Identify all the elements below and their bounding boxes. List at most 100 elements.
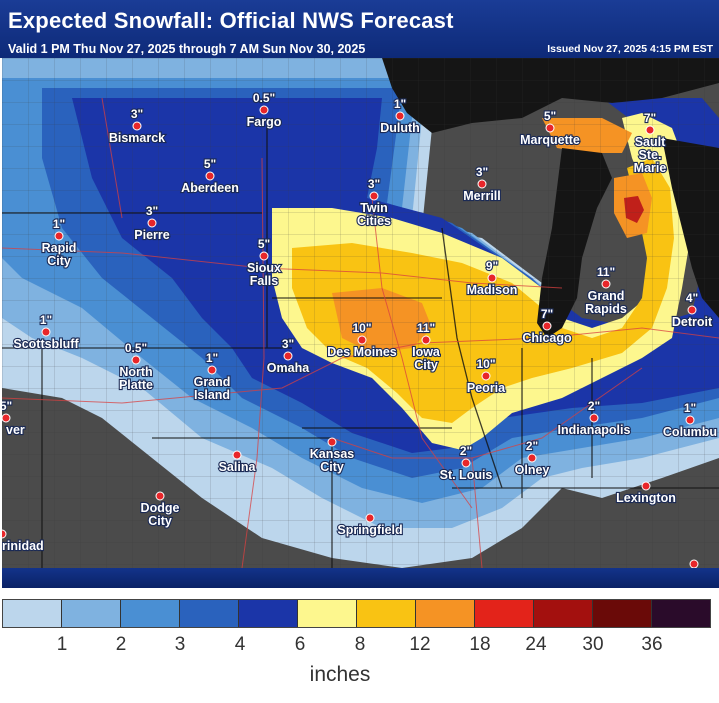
snowfall-map: 3" Bismarck 0.5" Fargo 1" Duluth 5" Marquette 7"… (2, 58, 719, 568)
city-name-label: Duluth (380, 121, 420, 135)
legend-swatch (593, 600, 652, 627)
legend-tick: 24 (525, 634, 547, 655)
city-name-label: Sault (635, 135, 666, 149)
city-name-label: Sioux (247, 261, 281, 275)
map-title: Expected Snowfall: Official NWS Forecast (8, 8, 454, 33)
city-marker (641, 481, 651, 491)
legend-units: inches (309, 663, 371, 686)
snow-amount-label: 5" (258, 237, 270, 251)
city-marker (207, 365, 217, 375)
snow-amount-label: 11" (597, 265, 615, 279)
legend-tick: 3 (174, 634, 186, 655)
snow-amount-label: 7" (541, 307, 553, 321)
city-name-label: Olney (515, 463, 550, 477)
city-name-label: Platte (119, 378, 153, 392)
map-footer-bar (2, 568, 719, 588)
city-marker (395, 111, 405, 121)
city-marker (527, 453, 537, 463)
legend-swatch (652, 600, 710, 627)
city-name-label: Des Moines (327, 345, 397, 359)
city-name-label: City (148, 514, 172, 528)
snow-amount-label: 9" (486, 259, 498, 273)
city-name-label: rinidad (2, 539, 44, 553)
city-name-label: Columbu (663, 425, 717, 439)
snow-amount-label: 2" (526, 439, 538, 453)
city-name-label: Madison (467, 283, 518, 297)
city-name-label: Falls (250, 274, 279, 288)
city-name-label: Twin (360, 201, 388, 215)
city-name-label: Merrill (463, 189, 501, 203)
city-marker (685, 415, 695, 425)
snow-amount-label: 5" (2, 399, 12, 413)
city-marker (2, 413, 11, 423)
snow-amount-label: 1" (684, 401, 696, 415)
city-name-label: Cities (357, 214, 391, 228)
city-marker (589, 413, 599, 423)
legend-tick: 4 (234, 634, 246, 655)
snow-amount-label: 3" (146, 204, 158, 218)
city-marker (365, 513, 375, 523)
city-name-label: Scottsbluff (13, 337, 79, 351)
legend-swatch (121, 600, 180, 627)
city-marker (369, 191, 379, 201)
city-name-label: North (119, 365, 152, 379)
city-marker (131, 355, 141, 365)
city-name-label: Pierre (134, 228, 169, 242)
snow-amount-label: 2" (588, 399, 600, 413)
legend-swatch (180, 600, 239, 627)
city-marker (259, 251, 269, 261)
city-name-label: City (320, 460, 344, 474)
snow-amount-label: 3" (476, 165, 488, 179)
title-bar: Expected Snowfall: Official NWS Forecast… (0, 0, 719, 58)
city-marker (2, 529, 7, 539)
city-marker (481, 371, 491, 381)
city-name-label: Dodge (141, 501, 180, 515)
city-marker (487, 273, 497, 283)
city-name-label: Fargo (247, 115, 282, 129)
city-name-label: Rapids (585, 302, 627, 316)
city-marker (357, 335, 367, 345)
city-marker (601, 279, 611, 289)
city-marker (132, 121, 142, 131)
city-marker (41, 327, 51, 337)
city-marker (645, 125, 655, 135)
legend-tick: 18 (469, 634, 491, 655)
city-name-label: City (47, 254, 71, 268)
city-name-label: City (414, 358, 438, 372)
legend-tick: 36 (641, 634, 663, 655)
snow-amount-label: 1" (206, 351, 218, 365)
city-name-label: Indianapolis (558, 423, 631, 437)
city-name-label: Marquette (520, 133, 580, 147)
snow-amount-label: 3" (368, 177, 380, 191)
legend-tick: 1 (56, 634, 68, 655)
legend-tick: 6 (294, 634, 306, 655)
city-name-label: Island (194, 388, 230, 402)
city-marker (259, 105, 269, 115)
city-name-label: Chicago (522, 331, 572, 345)
city-name-label: Grand (588, 289, 625, 303)
snow-amount-label: 5" (544, 109, 556, 123)
city-marker (542, 321, 552, 331)
city-name-label: Salina (219, 460, 257, 474)
snow-amount-label: 1" (394, 97, 406, 111)
city-marker (147, 218, 157, 228)
city-name-label: Bismarck (109, 131, 165, 145)
city-marker (232, 450, 242, 460)
snow-amount-label: 0.5" (253, 91, 275, 105)
city-marker (545, 123, 555, 133)
snow-amount-label: 10" (476, 357, 495, 371)
city-name-label: St. Louis (440, 468, 493, 482)
valid-period: Valid 1 PM Thu Nov 27, 2025 through 7 AM… (8, 42, 366, 56)
city-marker (461, 458, 471, 468)
snow-amount-label: 5" (204, 157, 216, 171)
legend-swatch (534, 600, 593, 627)
legend-tick: 12 (409, 634, 431, 655)
city-name-label: Kansas (310, 447, 355, 461)
city-name-label: Grand (194, 375, 231, 389)
city-name-label: Rapid (42, 241, 77, 255)
legend-swatch (62, 600, 121, 627)
city-marker (155, 491, 165, 501)
legend-swatch (298, 600, 357, 627)
city-name-label: Marie (634, 161, 667, 175)
snow-amount-label: 3" (131, 107, 143, 121)
